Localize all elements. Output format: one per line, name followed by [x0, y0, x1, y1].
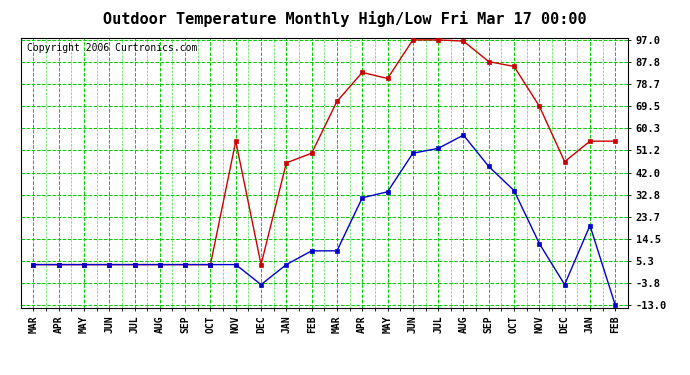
Text: Outdoor Temperature Monthly High/Low Fri Mar 17 00:00: Outdoor Temperature Monthly High/Low Fri… — [104, 11, 586, 27]
Text: Copyright 2006 Curtronics.com: Copyright 2006 Curtronics.com — [27, 43, 197, 53]
